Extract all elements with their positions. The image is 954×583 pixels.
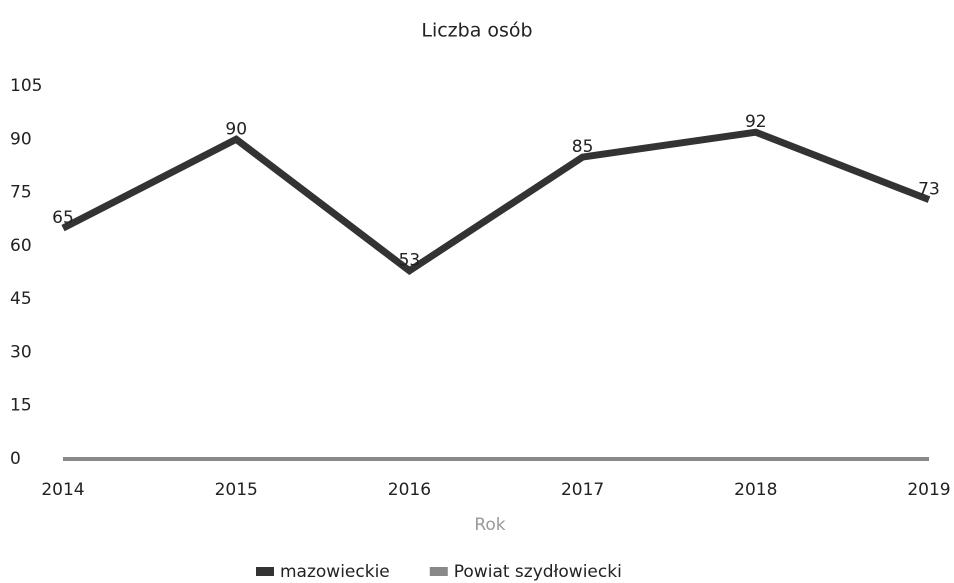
legend-label: Powiat szydłowiecki — [454, 562, 622, 582]
line-series — [61, 128, 931, 276]
legend-swatch — [429, 567, 448, 576]
data-label: 85 — [572, 137, 594, 157]
y-tick-label: 60 — [10, 236, 32, 256]
y-tick-label: 0 — [10, 449, 21, 469]
data-label: 73 — [918, 180, 940, 200]
x-tick-label: 2014 — [41, 480, 84, 500]
x-tick-label: 2018 — [734, 480, 777, 500]
legend-swatch — [256, 567, 274, 576]
legend-label: mazowieckie — [280, 562, 390, 582]
chart-title: Liczba osób — [421, 20, 532, 42]
x-tick-label: 2015 — [215, 480, 258, 500]
data-label: 53 — [399, 251, 421, 271]
x-tick-label: 2017 — [561, 480, 604, 500]
y-tick-label: 30 — [10, 342, 32, 362]
data-label: 90 — [225, 119, 247, 139]
data-label: 92 — [745, 112, 767, 132]
x-tick-label: 2016 — [388, 480, 431, 500]
x-axis-title: Rok — [474, 515, 505, 535]
x-tick-label: 2019 — [907, 480, 950, 500]
y-tick-label: 75 — [10, 183, 32, 203]
y-tick-label: 45 — [10, 289, 32, 309]
y-tick-label: 15 — [10, 396, 32, 416]
y-tick-label: 90 — [10, 129, 32, 149]
data-label: 65 — [52, 208, 74, 228]
y-tick-label: 105 — [10, 76, 42, 96]
